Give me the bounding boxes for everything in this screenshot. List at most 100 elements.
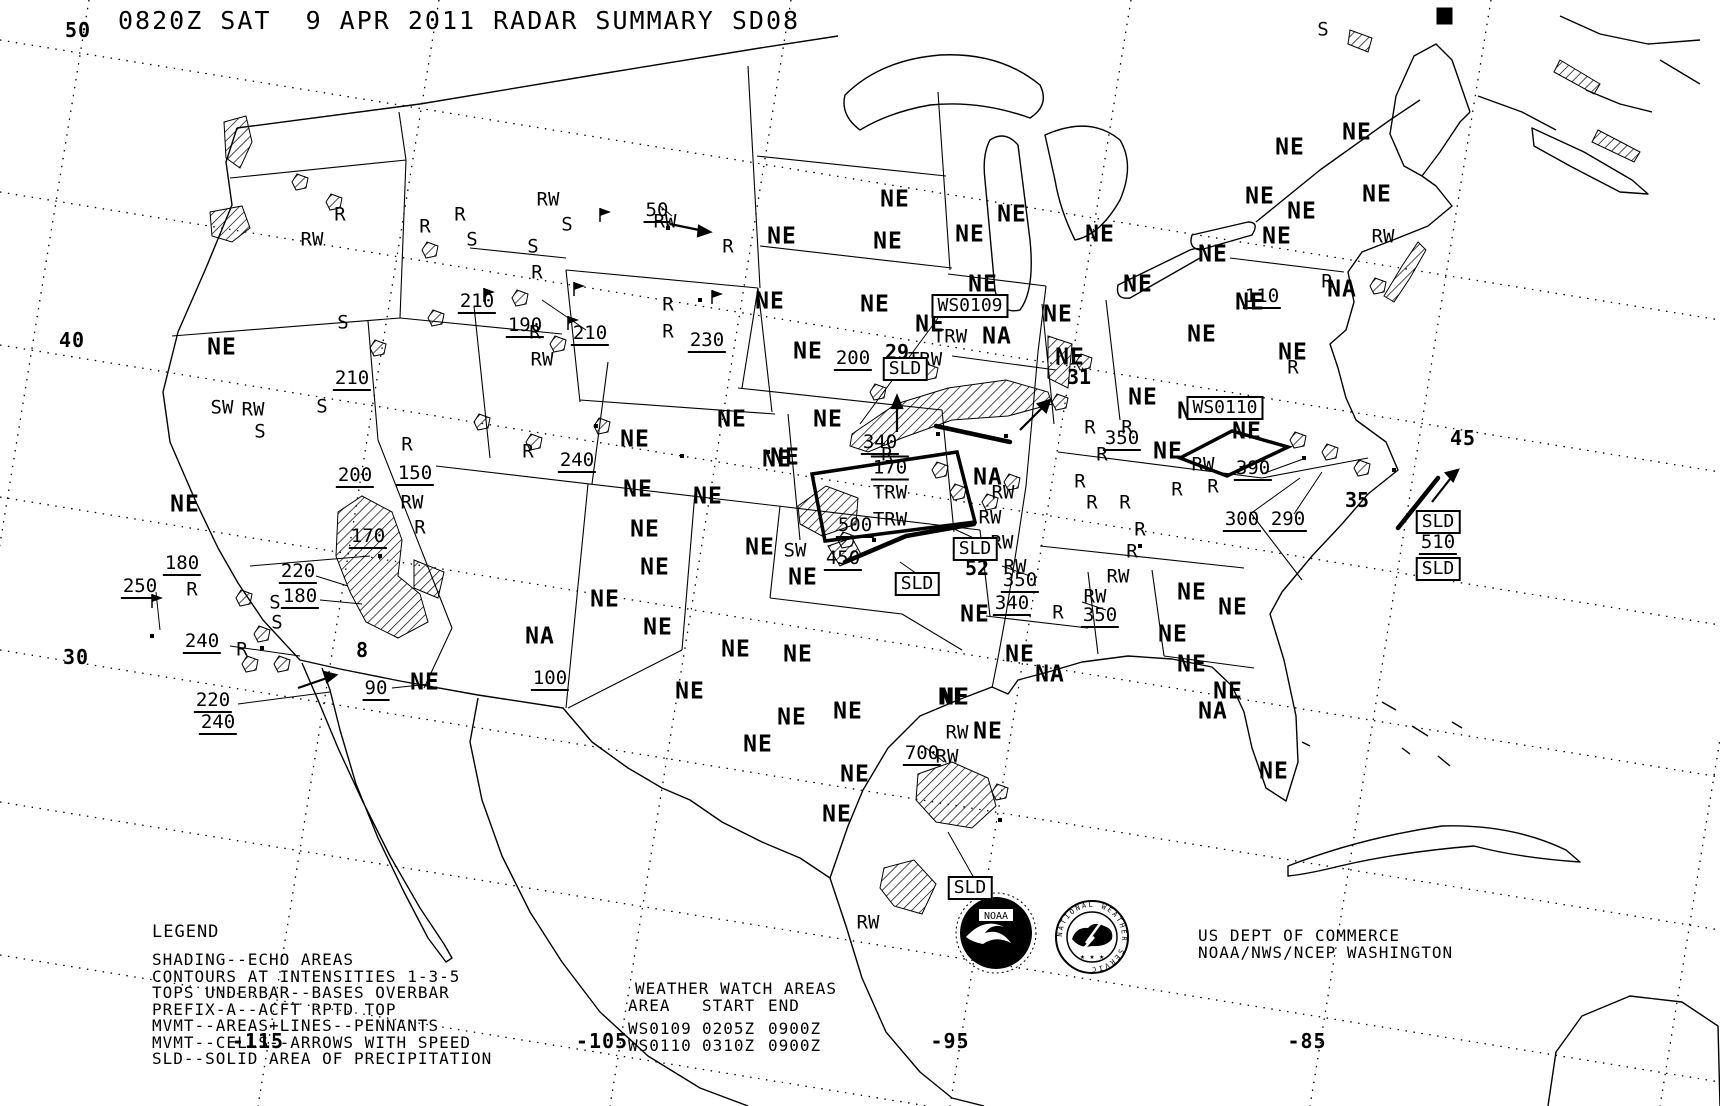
map-label-ne: NE (1177, 651, 1207, 678)
map-label-ne: NE (955, 221, 985, 248)
mexico-west-coast (469, 697, 749, 1106)
mississippi-river (991, 285, 1047, 689)
topright-coast (1559, 15, 1701, 113)
map-label-r: R (529, 321, 541, 344)
map-label-rw: RW (978, 506, 1002, 529)
map-label-ne: NE (1128, 384, 1158, 411)
map-label-r: R (236, 638, 248, 661)
map-label-180: 180 (162, 552, 202, 576)
nova-scotia (1531, 127, 1649, 195)
map-label-rw: RW (241, 398, 265, 421)
map-label-35: 35 (1344, 488, 1370, 512)
coordinate-label: -115 (231, 1029, 285, 1053)
watch-cell: WS0109 (628, 1019, 692, 1038)
map-label-r: R (522, 440, 534, 463)
map-label-ne: NE (630, 516, 660, 543)
map-label-ne: NE (997, 201, 1027, 228)
map-label-s: S (1317, 18, 1329, 41)
coordinate-label: -95 (930, 1029, 970, 1053)
map-label-ne: NE (840, 761, 870, 788)
map-label-r: R (1121, 416, 1133, 439)
legend-line: MVMT--AREAS+LINES--PENNANTS (152, 1016, 440, 1035)
map-label-ne: NE (1158, 621, 1188, 648)
map-label-r: R (1171, 478, 1183, 501)
map-label-ne: NE (880, 186, 910, 213)
map-label-200: 200 (335, 464, 375, 488)
map-label-r: R (1096, 443, 1108, 466)
map-label-rw: RW (1371, 225, 1395, 248)
map-label-ne: NE (960, 601, 990, 628)
map-label-ne: NE (1177, 579, 1207, 606)
watch-cell: 0310Z (702, 1036, 756, 1055)
canada-border (236, 35, 839, 129)
map-label-ne: NE (793, 338, 823, 365)
map-label-500: 500 (835, 514, 875, 538)
map-label-100: 100 (530, 667, 570, 691)
map-label-170: 170 (870, 455, 910, 481)
map-label-ne: NE (788, 564, 818, 591)
echo-texas-cluster (915, 761, 997, 829)
map-label-390: 390 (1233, 457, 1273, 481)
map-label-ne: NE (822, 801, 852, 828)
map-label-8: 8 (355, 638, 369, 662)
boxed-label-ws0109: WS0109 (931, 294, 1009, 318)
map-label-r: R (454, 203, 466, 226)
map-label-na: NA (525, 623, 555, 650)
map-label-ne: NE (620, 426, 650, 453)
echo-areas (209, 7, 1641, 915)
lake-michigan (983, 135, 1032, 312)
map-label-220: 220 (278, 560, 318, 584)
map-label-210: 210 (570, 322, 610, 346)
echo-solid-topright (1436, 7, 1453, 25)
map-label-ne: NE (1055, 344, 1085, 371)
map-label-r: R (414, 516, 426, 539)
map-label-rw: RW (536, 188, 560, 211)
coordinate-label: 50 (64, 18, 92, 42)
noaa-logo-text: NOAA (984, 911, 1008, 922)
map-label-300: 300 (1222, 508, 1262, 532)
map-label-ne: NE (675, 678, 705, 705)
map-label-ne: NE (833, 698, 863, 725)
map-label-r: R (1134, 518, 1146, 541)
map-label-na: NA (1035, 661, 1065, 688)
map-label-ne: NE (1213, 678, 1243, 705)
map-label-sw: SW (783, 539, 807, 562)
chart-title: 0820Z SAT 9 APR 2011 RADAR SUMMARY SD08 (118, 6, 801, 35)
map-label-r: R (722, 235, 734, 258)
map-label-na: NA (1327, 276, 1357, 303)
us-outline (162, 111, 1471, 879)
map-label-r: R (1321, 270, 1333, 293)
boxed-label-sld: SLD (952, 537, 998, 561)
map-label-ne: NE (640, 554, 670, 581)
map-label-250: 250 (120, 575, 160, 599)
map-label-ne: NE (873, 228, 903, 255)
map-label-rw: RW (530, 348, 554, 371)
map-label-r: R (1126, 540, 1138, 563)
map-label-31: 31 (1066, 365, 1092, 389)
map-label-rw: RW (945, 721, 969, 744)
map-label-rw: RW (1003, 555, 1027, 578)
boxed-label-ws0110: WS0110 (1186, 396, 1264, 420)
map-label-ne: NE (745, 534, 775, 561)
coordinate-label: -85 (1287, 1029, 1327, 1053)
map-label-ne: NE (813, 406, 843, 433)
coastlines (162, 15, 1720, 1106)
lake-huron (1044, 125, 1129, 241)
movement-arrows (297, 222, 1460, 690)
map-label-r: R (1119, 491, 1131, 514)
watch-col-header: START (702, 996, 756, 1015)
map-label-trw: TRW (932, 325, 968, 348)
map-label-ne: NE (1187, 321, 1217, 348)
map-label-ne: NE (623, 476, 653, 503)
map-label-rw: RW (1083, 585, 1107, 608)
map-label-s: S (271, 611, 283, 634)
map-label-ne: NE (783, 641, 813, 668)
map-label-trw: TRW (872, 508, 908, 531)
map-label-510: 510 (1418, 531, 1458, 555)
svg-text:★ ★ ★: ★ ★ ★ (1080, 952, 1104, 961)
watch-table-title: WEATHER WATCH AREAS (635, 979, 838, 998)
map-label-90: 90 (362, 677, 390, 701)
watch-box-ws0110 (1175, 429, 1293, 478)
map-label-110: 110 (1242, 285, 1282, 309)
